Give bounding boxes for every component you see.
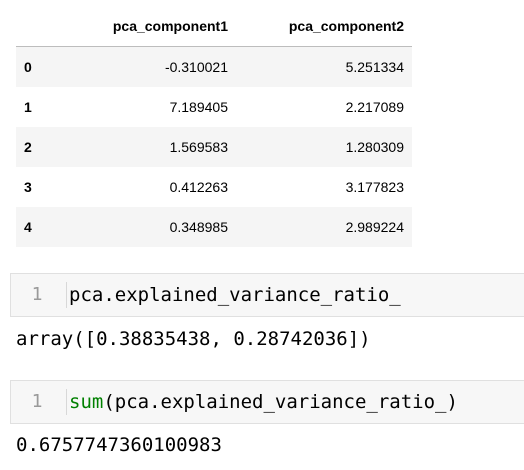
dataframe-table: pca_component1 pca_component2 0 -0.31002…	[16, 6, 412, 247]
table-row: 0 -0.310021 5.251334	[16, 46, 412, 87]
table-row: 2 1.569583 1.280309	[16, 127, 412, 167]
table-cell: 0.412263	[169, 179, 228, 195]
line-number: 1	[31, 284, 43, 305]
code-editor[interactable]: sum(pca.explained_variance_ratio_)	[69, 381, 458, 423]
table-cell: 0.348985	[169, 219, 228, 235]
code-line: (pca.explained_variance_ratio_)	[103, 391, 458, 413]
table-row: 4 0.348985 2.989224	[16, 207, 412, 247]
code-cell[interactable]: 1 sum(pca.explained_variance_ratio_)	[10, 380, 524, 424]
table-cell: 3.177823	[345, 179, 404, 195]
row-index: 0	[24, 59, 32, 75]
table-row: 3 0.412263 3.177823	[16, 167, 412, 207]
row-index: 2	[24, 139, 32, 155]
table-cell: 1.280309	[345, 139, 404, 155]
table-row: 1 7.189405 2.217089	[16, 87, 412, 127]
line-number: 1	[31, 391, 43, 412]
gutter-divider	[66, 389, 67, 415]
table-cell: 5.251334	[345, 59, 404, 75]
builtin-function: sum	[69, 391, 104, 413]
table-cell: 2.217089	[345, 99, 404, 115]
index-header	[16, 6, 51, 47]
code-cell[interactable]: 1 pca.explained_variance_ratio_	[10, 273, 524, 317]
row-index: 4	[24, 219, 32, 235]
column-header: pca_component1	[51, 6, 236, 47]
row-index: 1	[24, 99, 32, 115]
cell-output: array([0.38835438, 0.28742036])	[16, 328, 371, 350]
gutter-divider	[66, 282, 67, 308]
row-index: 3	[24, 179, 32, 195]
table-cell: 1.569583	[169, 139, 228, 155]
code-editor[interactable]: pca.explained_variance_ratio_	[69, 274, 401, 316]
cell-output: 0.6757747360100983	[16, 434, 222, 456]
table-cell: 7.189405	[169, 99, 228, 115]
table-header-row: pca_component1 pca_component2	[16, 6, 412, 47]
code-line: pca.explained_variance_ratio_	[69, 284, 401, 306]
table-cell: -0.310021	[164, 59, 228, 75]
column-header: pca_component2	[236, 6, 412, 47]
table-cell: 2.989224	[345, 219, 404, 235]
